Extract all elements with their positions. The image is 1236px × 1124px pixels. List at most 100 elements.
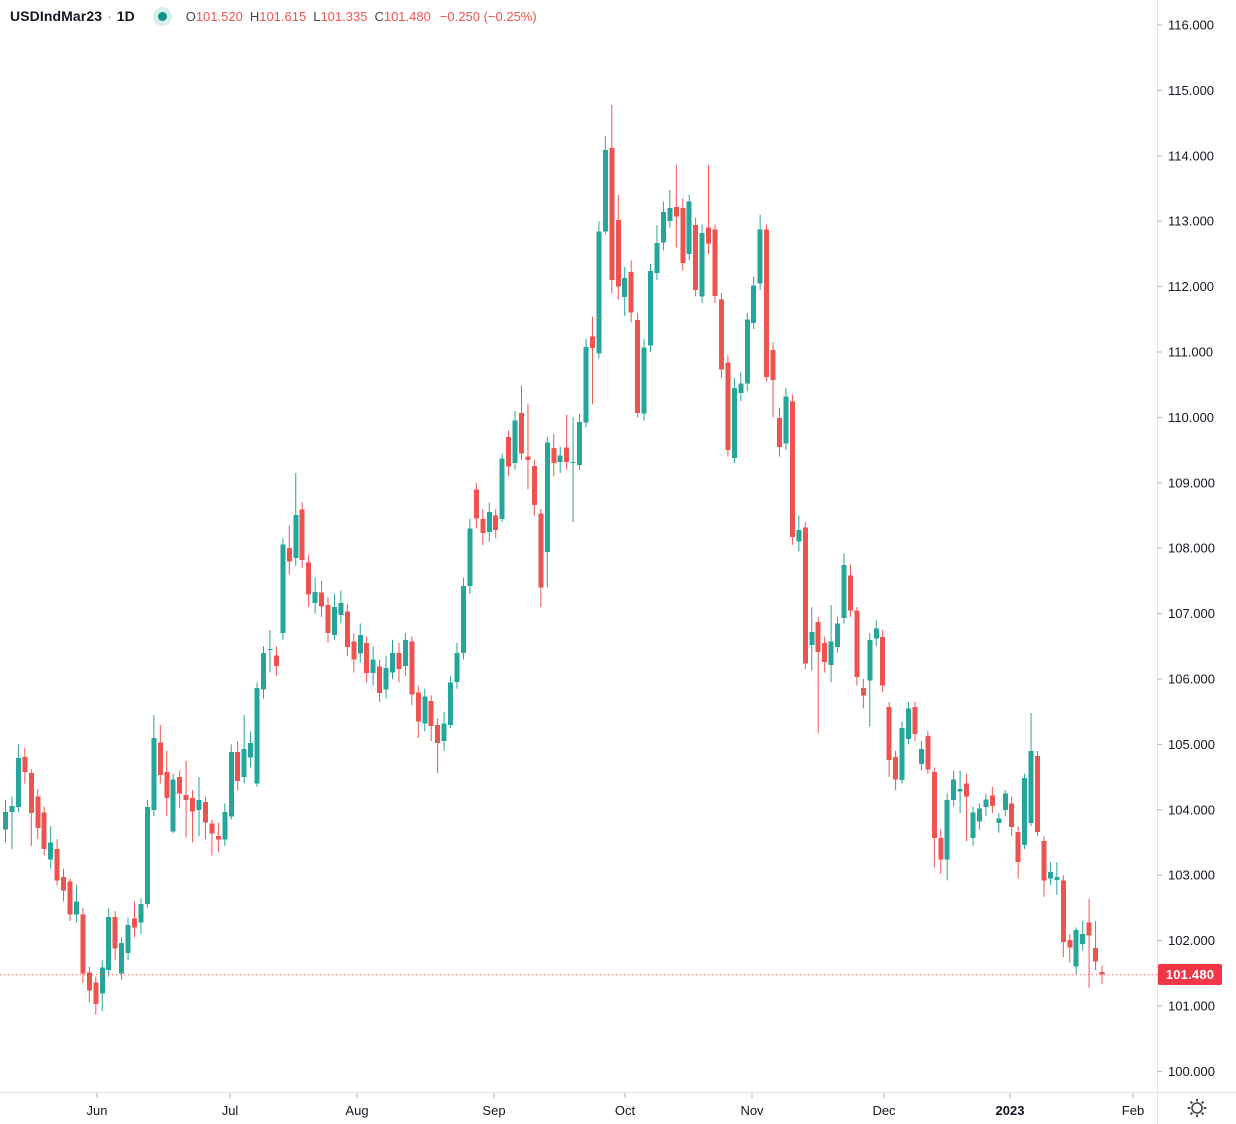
candle xyxy=(1054,862,1060,895)
candle xyxy=(789,394,795,545)
high-label: H xyxy=(249,8,260,24)
candle xyxy=(841,553,847,624)
candle xyxy=(441,711,447,751)
candle xyxy=(777,407,782,457)
candle xyxy=(422,688,428,732)
market-status-icon[interactable] xyxy=(152,6,172,26)
candle xyxy=(144,800,150,908)
candle xyxy=(925,731,931,774)
current-price-label[interactable]: 101.480 xyxy=(1158,964,1222,986)
candle xyxy=(654,225,660,281)
candle xyxy=(177,770,183,808)
candle xyxy=(886,701,892,778)
symbol-title[interactable]: USDIndMar23 xyxy=(10,8,103,24)
candle xyxy=(41,806,47,856)
candle xyxy=(61,868,67,902)
candle xyxy=(1028,713,1034,827)
time-axis-label: Aug xyxy=(345,1103,368,1118)
open-value: 101.520 xyxy=(195,8,243,24)
candle xyxy=(693,217,699,297)
candle xyxy=(525,404,531,490)
candle xyxy=(480,509,486,545)
timeframe-label[interactable]: 1D xyxy=(116,8,135,24)
price-axis-label: 110.000 xyxy=(1168,410,1214,425)
candle xyxy=(1099,965,1105,985)
candle xyxy=(390,639,395,679)
candle xyxy=(170,773,176,834)
candle xyxy=(377,659,383,702)
candle xyxy=(738,371,744,402)
candle xyxy=(467,518,473,594)
candle xyxy=(519,385,524,460)
candle xyxy=(203,796,208,840)
candle xyxy=(551,433,557,477)
candle xyxy=(796,515,802,552)
candle xyxy=(880,630,886,693)
time-axis[interactable]: Jun Jul Aug Sep Oct Nov Dec 2023 Feb xyxy=(87,1093,1145,1118)
low-label: L xyxy=(313,8,321,24)
candle xyxy=(757,214,763,290)
price-axis[interactable]: 116.000 115.000 114.000 113.000 112.000 111.0… xyxy=(1157,18,1215,1079)
price-axis-label: 104.000 xyxy=(1168,802,1215,817)
candle xyxy=(596,221,602,359)
candle xyxy=(1022,773,1028,849)
price-axis-label: 116.000 xyxy=(1168,18,1214,33)
candle xyxy=(1002,790,1008,817)
open-label: O xyxy=(185,8,196,24)
candle xyxy=(680,198,686,271)
candle xyxy=(628,260,634,323)
price-scale-settings-button[interactable] xyxy=(1184,1096,1210,1120)
candle xyxy=(770,342,776,418)
candle xyxy=(854,607,860,686)
candle xyxy=(531,459,537,516)
ohlc-open: O101.520 xyxy=(186,9,243,24)
candle xyxy=(873,620,879,647)
candle xyxy=(512,410,518,470)
candle xyxy=(312,577,318,614)
low-value: 101.335 xyxy=(320,8,368,24)
candle xyxy=(538,509,544,608)
time-axis-label: Nov xyxy=(740,1103,764,1118)
candle xyxy=(48,826,54,869)
candle xyxy=(486,502,492,542)
candle xyxy=(764,224,770,382)
candle xyxy=(860,679,866,709)
candle xyxy=(415,685,421,738)
candle xyxy=(151,715,157,817)
candle xyxy=(1067,934,1073,963)
price-axis-label: 115.000 xyxy=(1168,83,1214,98)
candle xyxy=(80,907,86,984)
price-axis-label: 108.000 xyxy=(1168,541,1215,556)
candle xyxy=(364,636,370,683)
candle xyxy=(9,796,15,849)
candle xyxy=(641,338,647,421)
candle xyxy=(719,293,724,379)
candle xyxy=(286,525,292,575)
status-dot-icon xyxy=(157,11,167,21)
candle xyxy=(164,750,170,817)
candle xyxy=(273,646,279,676)
candle xyxy=(583,338,589,428)
candle xyxy=(35,788,41,840)
candle xyxy=(338,590,344,624)
candle xyxy=(190,790,196,843)
candle xyxy=(331,594,337,640)
candle xyxy=(783,388,789,451)
candle xyxy=(93,976,99,1015)
candle xyxy=(254,682,260,787)
candle xyxy=(241,715,247,784)
price-axis-label: 103.000 xyxy=(1168,868,1215,883)
candle xyxy=(1093,921,1098,970)
candle xyxy=(209,819,215,856)
candle xyxy=(1041,836,1047,897)
time-axis-label: Sep xyxy=(482,1103,505,1118)
candle xyxy=(557,446,563,473)
candle xyxy=(577,414,583,470)
candle xyxy=(383,656,389,699)
candle xyxy=(125,917,131,961)
candle xyxy=(964,773,970,842)
candle xyxy=(848,564,853,617)
candle xyxy=(86,966,92,1003)
candle xyxy=(119,937,125,980)
